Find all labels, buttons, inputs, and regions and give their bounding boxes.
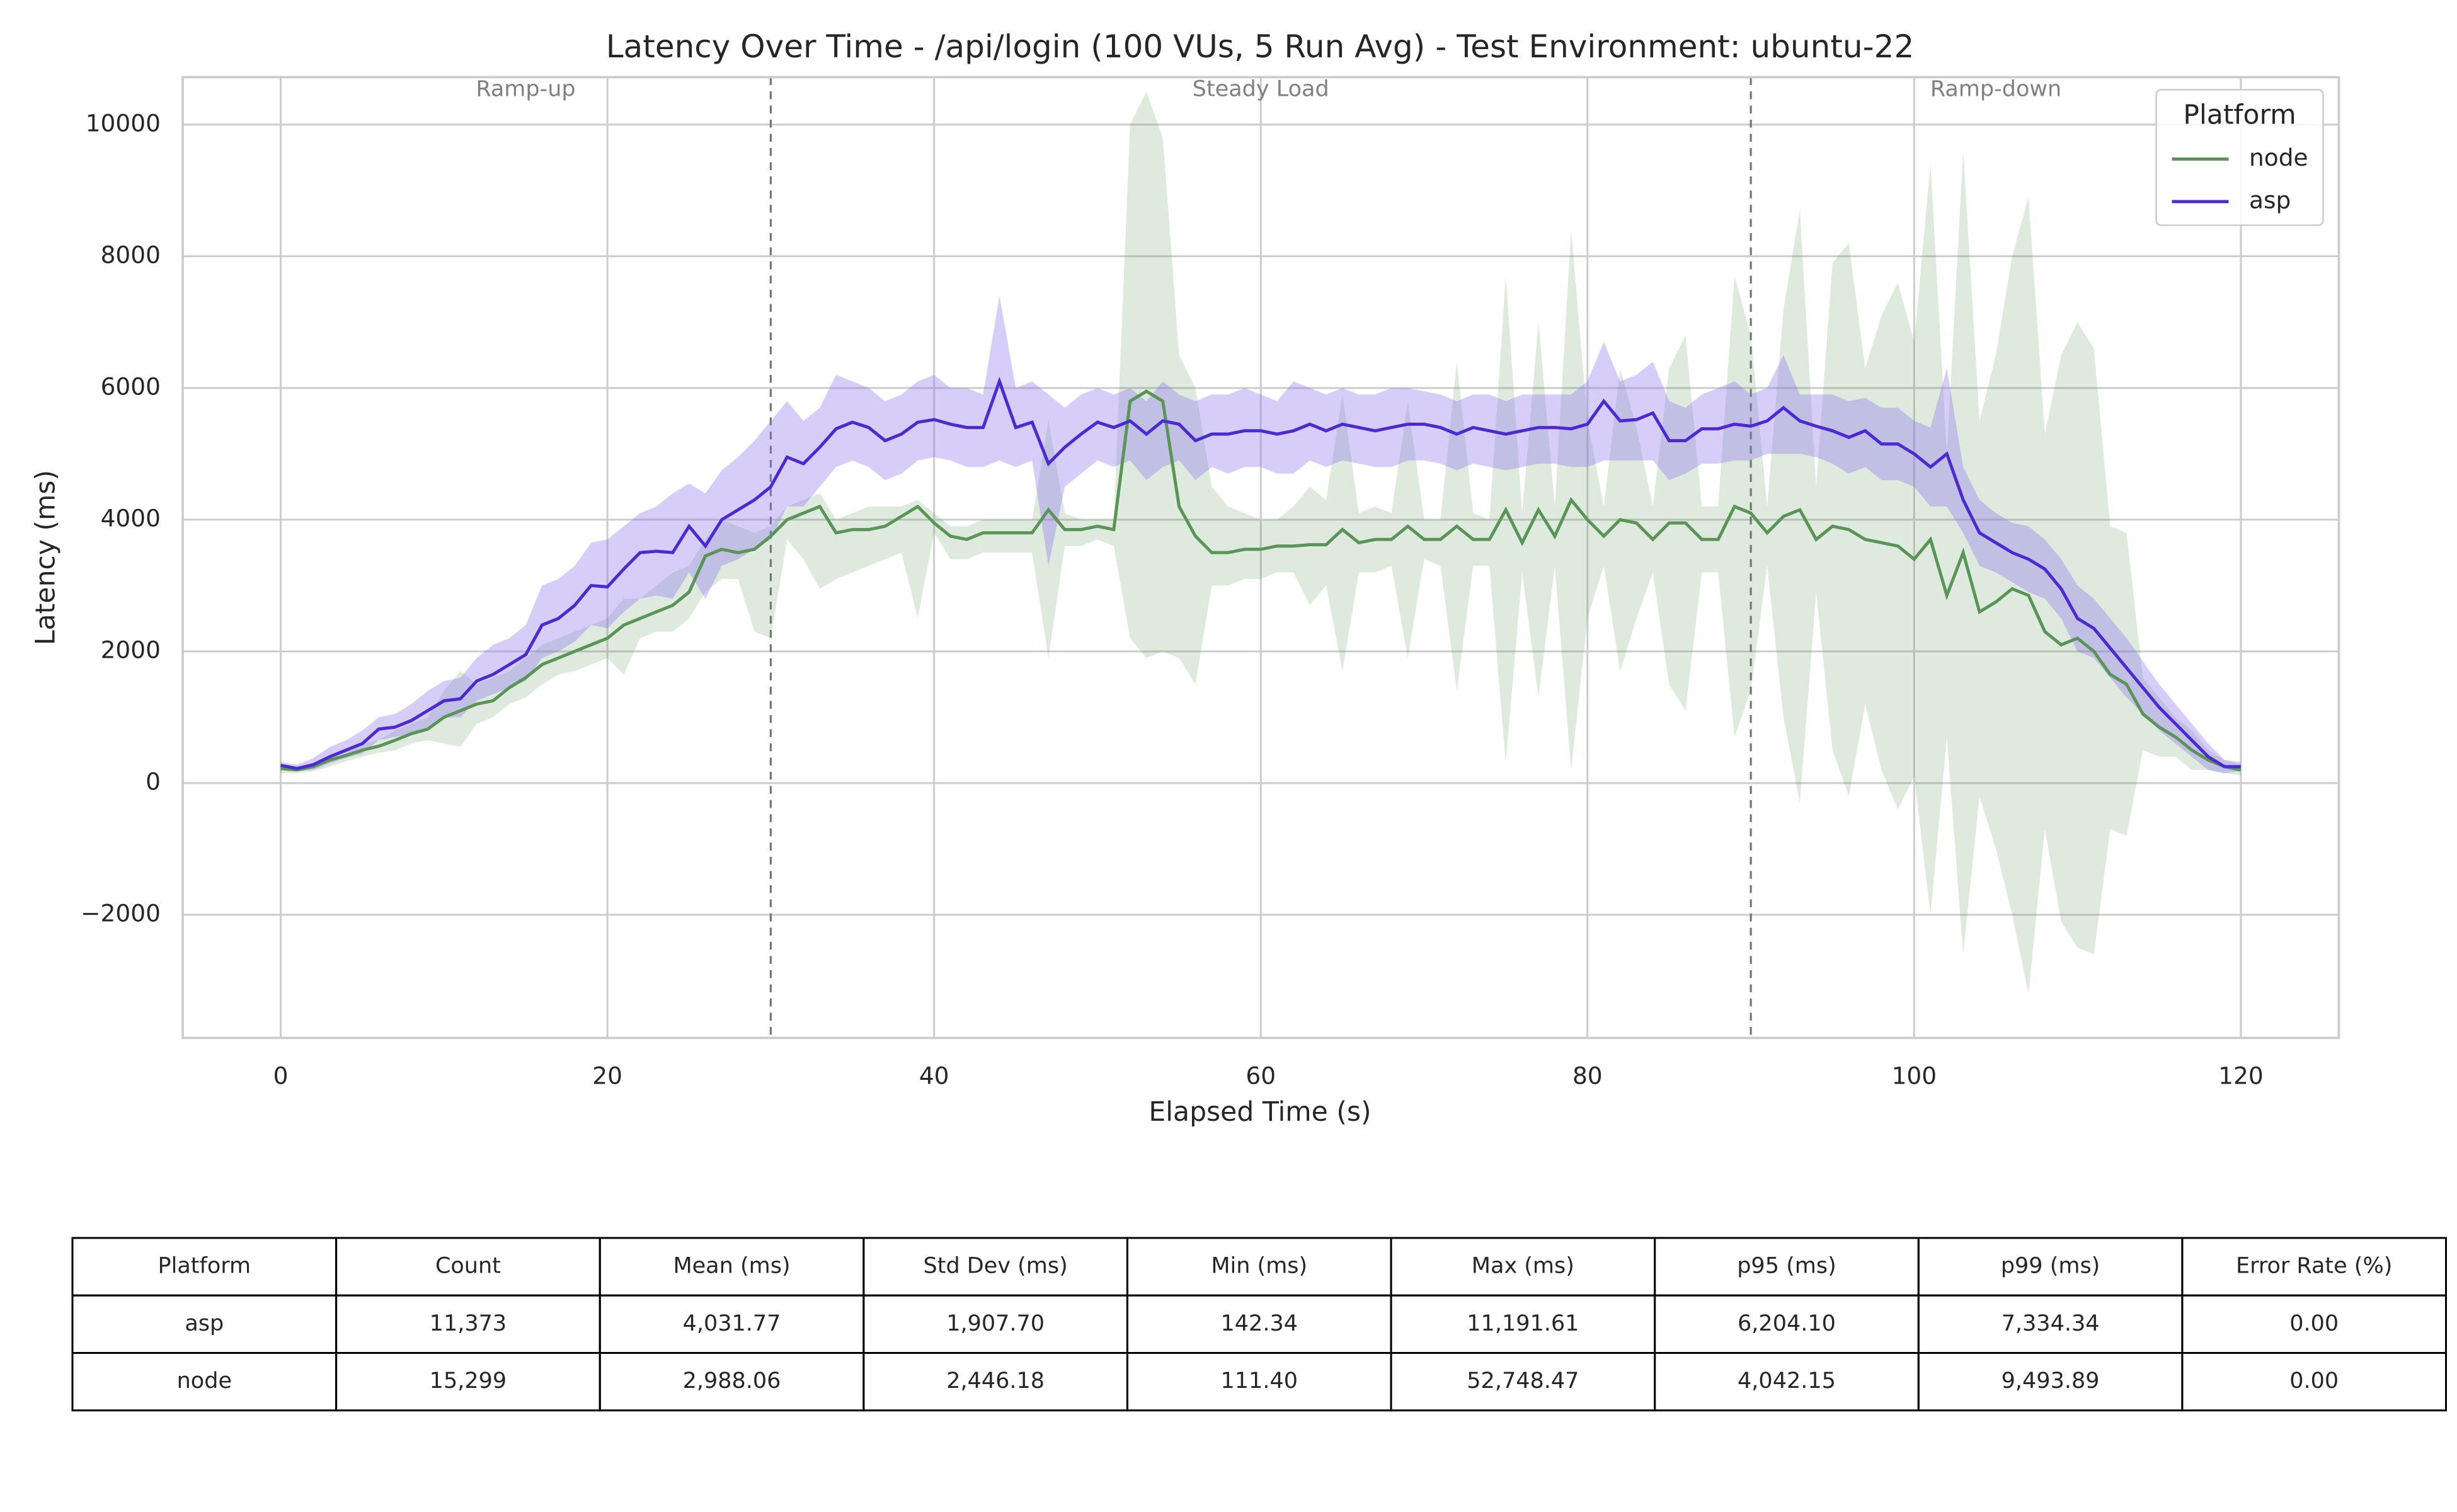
table-header: Min (ms) [1211,1254,1307,1279]
table-value: node [177,1368,232,1394]
table-value: 0.00 [2289,1368,2339,1394]
y-tick-label: 10000 [86,109,161,137]
y-tick-label: −2000 [81,900,161,927]
table-header: Error Rate (%) [2236,1254,2392,1279]
table-value: 52,748.47 [1467,1368,1579,1394]
table-header: Mean (ms) [673,1254,790,1279]
y-tick-label: 8000 [101,241,161,268]
table-value: 4,042.15 [1738,1368,1836,1394]
x-tick-label: 100 [1892,1062,1937,1090]
chart-title: Latency Over Time - /api/login (100 VUs,… [606,28,1915,65]
table-value: 0.00 [2289,1311,2339,1336]
phase-label: Steady Load [1193,77,1329,102]
y-tick-label: 2000 [101,636,161,663]
table-value: 15,299 [430,1368,507,1394]
legend-title: Platform [2183,100,2296,131]
x-tick-label: 40 [919,1062,949,1090]
x-tick-label: 120 [2218,1062,2264,1090]
x-tick-label: 0 [273,1062,289,1090]
table-cell [2181,1352,2447,1412]
table-value: 111.40 [1221,1368,1298,1394]
y-tick-label: 6000 [101,372,161,400]
legend-label: node [2249,144,2308,171]
table-header: Platform [158,1254,251,1279]
phase-label: Ramp-down [1930,77,2061,102]
legend-label: asp [2249,186,2291,214]
table-header: Std Dev (ms) [924,1254,1068,1279]
table-value: 6,204.10 [1738,1311,1836,1336]
x-axis-label: Elapsed Time (s) [1148,1097,1371,1128]
series-line [280,389,2242,772]
confidence-band [280,295,2241,774]
table-value: 142.34 [1221,1311,1298,1336]
table-value: 1,907.70 [946,1311,1045,1336]
table-value: 9,493.89 [2002,1368,2100,1394]
x-tick-label: 20 [592,1062,622,1090]
table-header: p99 (ms) [2001,1254,2100,1279]
table-value: 11,191.61 [1467,1311,1579,1336]
table-value: asp [185,1311,224,1336]
legend-box [2155,89,2324,226]
series-line [280,376,2241,770]
y-tick-label: 4000 [101,504,161,532]
table-value: 4,031.77 [683,1311,781,1336]
x-tick-label: 60 [1246,1062,1276,1090]
table-value: 11,373 [430,1311,507,1336]
phase-label: Ramp-up [476,77,575,102]
table-header: Max (ms) [1472,1254,1574,1279]
x-tick-label: 80 [1572,1062,1603,1090]
confidence-band [280,91,2241,994]
table-value: 2,988.06 [683,1368,781,1394]
table-header: p95 (ms) [1737,1254,1836,1279]
table-value: 2,446.18 [946,1368,1045,1394]
y-axis-label: Latency (ms) [30,470,61,645]
table-value: 7,334.34 [2002,1311,2100,1336]
table-header: Count [435,1254,501,1279]
plot-frame [181,76,2340,1040]
y-tick-label: 0 [146,767,161,795]
